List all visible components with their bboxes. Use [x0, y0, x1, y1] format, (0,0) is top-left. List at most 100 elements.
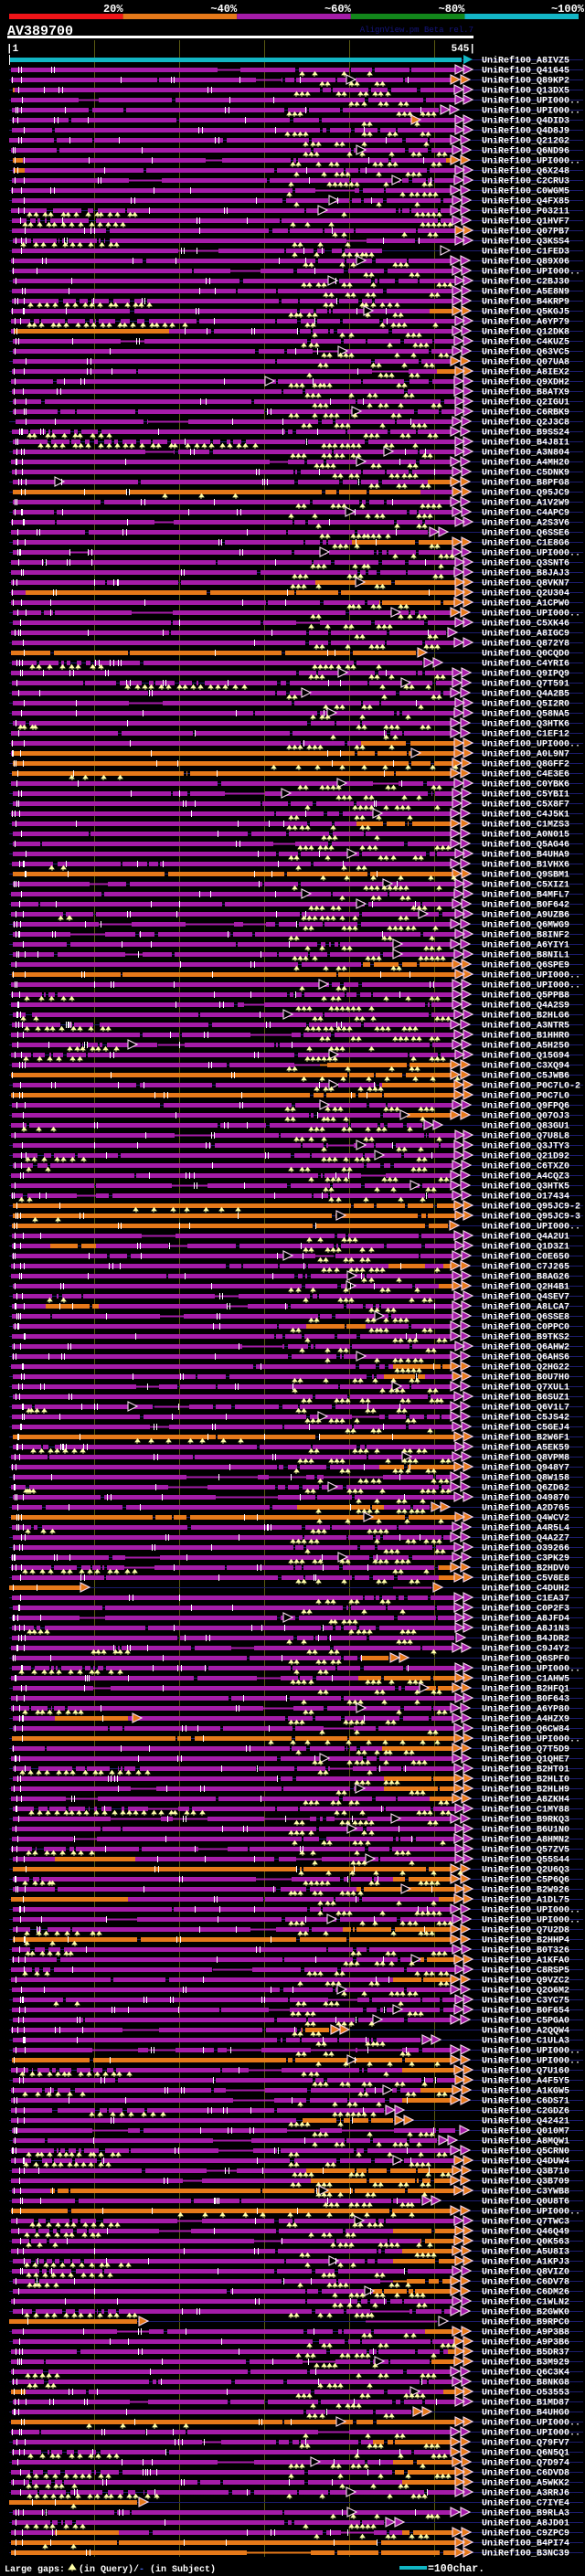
svg-text:UniRef100_UPI000..: UniRef100_UPI000.. — [482, 1734, 580, 1745]
svg-text:UniRef100_Q7T591: UniRef100_Q7T591 — [482, 679, 569, 690]
svg-text:UniRef100_Q8W158: UniRef100_Q8W158 — [482, 1473, 569, 1484]
svg-text:UniRef100_Q4FX85: UniRef100_Q4FX85 — [482, 196, 569, 207]
svg-text:UniRef100_B8ATX9: UniRef100_B8ATX9 — [482, 387, 569, 398]
svg-text:UniRef100_B4MFL7: UniRef100_B4MFL7 — [482, 890, 569, 901]
svg-text:UniRef100_C4APC9: UniRef100_C4APC9 — [482, 508, 569, 519]
svg-text:UniRef100_UPI000..: UniRef100_UPI000.. — [482, 156, 580, 167]
svg-text:UniRef100_UPI000..: UniRef100_UPI000.. — [482, 981, 580, 991]
svg-text:UniRef100_Q7U160: UniRef100_Q7U160 — [482, 2066, 569, 2077]
svg-text:UniRef100_Q010M7: UniRef100_Q010M7 — [482, 2126, 569, 2137]
svg-text:UniRef100_Q8GFF2: UniRef100_Q8GFF2 — [482, 759, 569, 770]
svg-text:UniRef100_B8JAJ3: UniRef100_B8JAJ3 — [482, 568, 569, 579]
svg-text:UniRef100_C4KUZ5: UniRef100_C4KUZ5 — [482, 337, 569, 348]
svg-text:UniRef100_A1KPJ3: UniRef100_A1KPJ3 — [482, 2257, 569, 2268]
svg-text:UniRef100_Q6X248: UniRef100_Q6X248 — [482, 166, 569, 177]
svg-text:UniRef100_Q7T5D9: UniRef100_Q7T5D9 — [482, 1744, 569, 1755]
svg-text:UniRef100_Q15G94: UniRef100_Q15G94 — [482, 1051, 569, 1062]
svg-text:UniRef100_C0YBK6: UniRef100_C0YBK6 — [482, 779, 569, 790]
svg-text:UniRef100_Q6CW84: UniRef100_Q6CW84 — [482, 1724, 569, 1735]
svg-text:UniRef100_Q55S44: UniRef100_Q55S44 — [482, 1855, 569, 1866]
svg-text:~40%: ~40% — [210, 3, 238, 16]
svg-text:UniRef100_UPI000..: UniRef100_UPI000.. — [482, 1222, 580, 1233]
svg-text:UniRef100_C3YC75: UniRef100_C3YC75 — [482, 1996, 569, 2007]
svg-text:(in Query)/- (in Subject): (in Query)/- (in Subject) — [79, 2564, 216, 2575]
svg-text:UniRef100_Q4A2Z7: UniRef100_Q4A2Z7 — [482, 1533, 569, 1544]
svg-text:UniRef100_Q4A2S9: UniRef100_Q4A2S9 — [482, 1001, 569, 1012]
svg-text:UniRef100_UPI000..: UniRef100_UPI000.. — [482, 1915, 580, 1926]
svg-text:UniRef100_B9SS24: UniRef100_B9SS24 — [482, 428, 569, 439]
svg-text:UniRef100_Q6SPF0: UniRef100_Q6SPF0 — [482, 1654, 569, 1665]
svg-text:UniRef100_Q5PPB8: UniRef100_Q5PPB8 — [482, 991, 569, 1002]
svg-text:UniRef100_C4J5K1: UniRef100_C4J5K1 — [482, 810, 569, 821]
svg-text:UniRef100_Q6ND96: UniRef100_Q6ND96 — [482, 146, 569, 157]
svg-text:UniRef100_B8NKG8: UniRef100_B8NKG8 — [482, 2378, 569, 2389]
svg-text:UniRef100_B9TKS2: UniRef100_B9TKS2 — [482, 1332, 569, 1343]
svg-text:UniRef100_Q95JC9: UniRef100_Q95JC9 — [482, 488, 569, 499]
svg-text:UniRef100_Q2IGU1: UniRef100_Q2IGU1 — [482, 398, 569, 408]
svg-text:UniRef100_C1EA37: UniRef100_C1EA37 — [482, 1594, 569, 1605]
svg-text:UniRef100_Q9IPQ9: UniRef100_Q9IPQ9 — [482, 669, 569, 680]
svg-text:UniRef100_C0P2F3: UniRef100_C0P2F3 — [482, 1604, 569, 1615]
svg-text:UniRef100_Q7XUL1: UniRef100_Q7XUL1 — [482, 1383, 569, 1394]
svg-text:UniRef100_Q89KP2: UniRef100_Q89KP2 — [482, 76, 569, 87]
svg-text:UniRef100_A1V2W9: UniRef100_A1V2W9 — [482, 498, 569, 509]
svg-text:UniRef100_Q6SSE8: UniRef100_Q6SSE8 — [482, 1312, 569, 1323]
svg-text:UniRef100_C1FED3: UniRef100_C1FED3 — [482, 247, 569, 258]
svg-text:UniRef100_UPI000..: UniRef100_UPI000.. — [482, 2046, 580, 2057]
svg-text:UniRef100_Q4WCV2: UniRef100_Q4WCV2 — [482, 1513, 569, 1524]
svg-text:UniRef100_B1VHX6: UniRef100_B1VHX6 — [482, 860, 569, 871]
svg-text:UniRef100_A5E8N9: UniRef100_A5E8N9 — [482, 287, 569, 298]
svg-text:UniRef100_A3RRJ6: UniRef100_A3RRJ6 — [482, 2488, 569, 2499]
svg-text:UniRef100_A0N015: UniRef100_A0N015 — [482, 830, 569, 841]
svg-text:UniRef100_C2GDZ6: UniRef100_C2GDZ6 — [482, 2106, 569, 2117]
svg-text:UniRef100_Q8VKN7: UniRef100_Q8VKN7 — [482, 578, 569, 589]
svg-text:UniRef100_C6RBK9: UniRef100_C6RBK9 — [482, 408, 569, 419]
svg-text:UniRef100_C5PGA0: UniRef100_C5PGA0 — [482, 2016, 569, 2027]
svg-text:UniRef100_A8JD01: UniRef100_A8JD01 — [482, 2518, 569, 2529]
svg-text:UniRef100_B2HFQ1: UniRef100_B2HFQ1 — [482, 1684, 569, 1695]
svg-text:UniRef100_B4UHA9: UniRef100_B4UHA9 — [482, 850, 569, 861]
svg-text:UniRef100_C3PK29: UniRef100_C3PK29 — [482, 1553, 569, 1564]
svg-text:UniRef100_A5U8I3: UniRef100_A5U8I3 — [482, 2247, 569, 2258]
svg-text:UniRef100_A3NTR5: UniRef100_A3NTR5 — [482, 1021, 569, 1032]
svg-text:UniRef100_A4MH20: UniRef100_A4MH20 — [482, 458, 569, 469]
svg-text:UniRef100_C8RSP5: UniRef100_C8RSP5 — [482, 1966, 569, 1977]
svg-text:UniRef100_A8J1N3: UniRef100_A8J1N3 — [482, 1624, 569, 1635]
svg-text:UniRef100_A9UZB6: UniRef100_A9UZB6 — [482, 910, 569, 921]
svg-text:UniRef100_C5JWB6: UniRef100_C5JWB6 — [482, 1071, 569, 1082]
svg-text:UniRef100_C6DVD8: UniRef100_C6DVD8 — [482, 2468, 569, 2479]
svg-text:UniRef100_Q21D92: UniRef100_Q21D92 — [482, 1151, 569, 1162]
svg-text:UniRef100_A1KFA0: UniRef100_A1KFA0 — [482, 1956, 569, 1966]
svg-text:UniRef100_A2QQW4: UniRef100_A2QQW4 — [482, 2026, 569, 2037]
svg-text:UniRef100_C5V8E8: UniRef100_C5V8E8 — [482, 1574, 569, 1585]
svg-text:UniRef100_A8JFD4: UniRef100_A8JFD4 — [482, 1614, 569, 1625]
svg-text:UniRef100_Q7D974: UniRef100_Q7D974 — [482, 2458, 569, 2469]
svg-text:UniRef100_Q12DK8: UniRef100_Q12DK8 — [482, 327, 569, 338]
svg-text:UniRef100_Q1HVF7: UniRef100_Q1HVF7 — [482, 217, 569, 228]
svg-text:AlignView.pm Beta rel.7: AlignView.pm Beta rel.7 — [360, 26, 473, 35]
svg-text:UniRef100_Q4D8J9: UniRef100_Q4D8J9 — [482, 126, 569, 137]
svg-text:UniRef100_Q6C3K4: UniRef100_Q6C3K4 — [482, 2368, 569, 2379]
svg-text:UniRef100_Q7U2D8: UniRef100_Q7U2D8 — [482, 1925, 569, 1936]
svg-text:UniRef100_Q9XDH2: UniRef100_Q9XDH2 — [482, 377, 569, 388]
svg-text:UniRef100_O49870: UniRef100_O49870 — [482, 1493, 569, 1504]
svg-text:UniRef100_C3YWB8: UniRef100_C3YWB8 — [482, 2187, 569, 2198]
svg-text:UniRef100_Q9VZC2: UniRef100_Q9VZC2 — [482, 1976, 569, 1987]
svg-text:UniRef100_A8IEX2: UniRef100_A8IEX2 — [482, 367, 569, 378]
svg-text:UniRef100_B3M929: UniRef100_B3M929 — [482, 2358, 569, 2369]
svg-text:UniRef100_B4PI74: UniRef100_B4PI74 — [482, 2539, 569, 2549]
svg-text:UniRef100_C6DM26: UniRef100_C6DM26 — [482, 2287, 569, 2298]
svg-text:UniRef100_Q0CQD0: UniRef100_Q0CQD0 — [482, 649, 569, 660]
svg-text:UniRef100_C7IYE4: UniRef100_C7IYE4 — [482, 2498, 569, 2509]
svg-text:UniRef100_B1HHR0: UniRef100_B1HHR0 — [482, 1031, 569, 1042]
svg-text:UniRef100_Q6V1L7: UniRef100_Q6V1L7 — [482, 1403, 569, 1414]
svg-text:UniRef100_B0T326: UniRef100_B0T326 — [482, 1945, 569, 1956]
svg-text:UniRef100_Q2J3C8: UniRef100_Q2J3C8 — [482, 418, 569, 429]
svg-text:|1: |1 — [6, 44, 19, 55]
svg-text:UniRef100_C5YBI1: UniRef100_C5YBI1 — [482, 790, 569, 800]
svg-text:UniRef100_A3N804: UniRef100_A3N804 — [482, 448, 569, 459]
svg-text:UniRef100_A6YP79: UniRef100_A6YP79 — [482, 317, 569, 328]
svg-text:UniRef100_C9J4Y2: UniRef100_C9J4Y2 — [482, 1644, 569, 1655]
svg-text:UniRef100_C6DS71: UniRef100_C6DS71 — [482, 2096, 569, 2107]
svg-text:UniRef100_Q4DUW4: UniRef100_Q4DUW4 — [482, 2157, 569, 2168]
